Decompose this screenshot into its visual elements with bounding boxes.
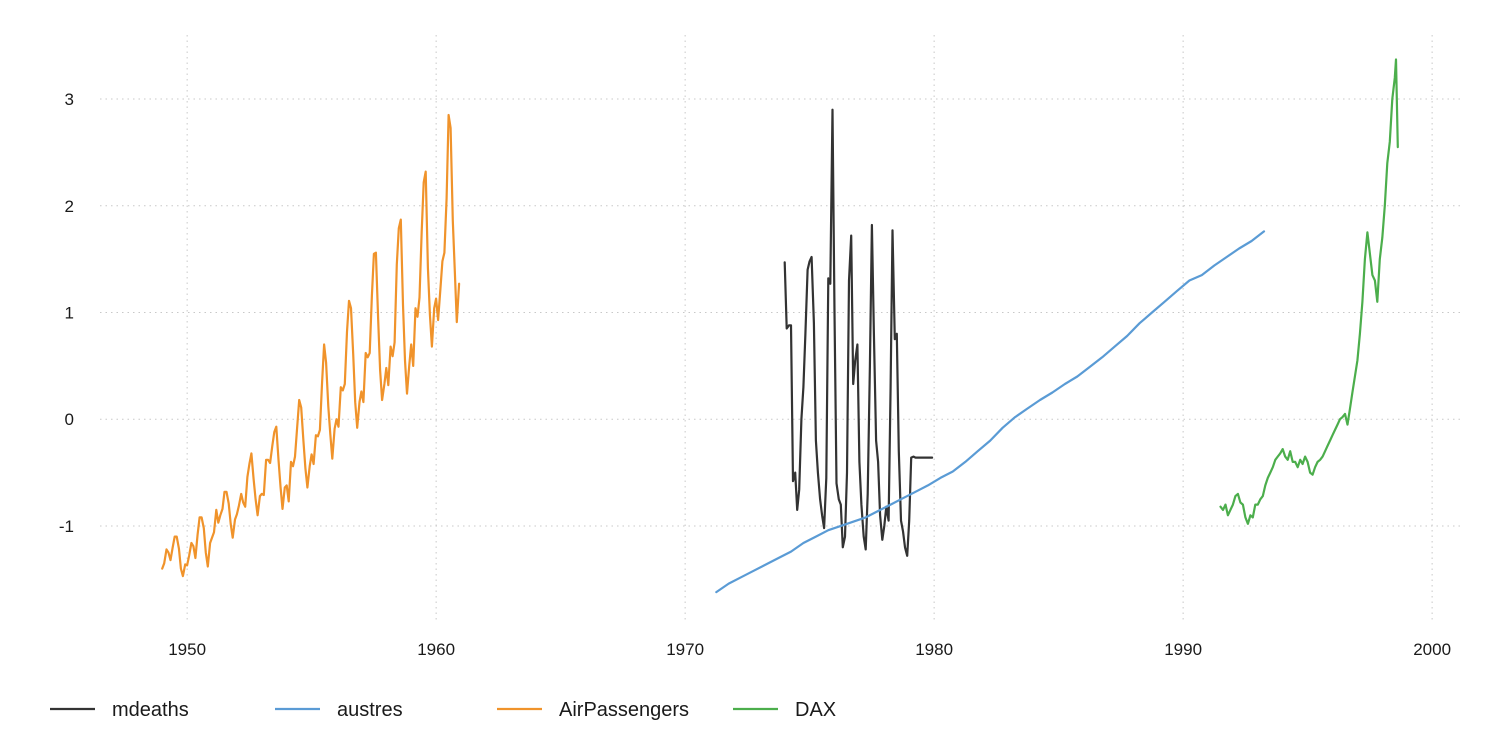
y-tick-label: 1	[65, 303, 74, 322]
series-layer	[161, 58, 1399, 594]
legend-item-mdeaths: mdeaths	[50, 699, 189, 721]
y-tick-label: 0	[65, 410, 74, 429]
x-axis-ticks: 1950 1960 1970 1980 1990 2000	[168, 640, 1451, 659]
y-tick-label: 2	[65, 197, 74, 216]
legend-label: DAX	[795, 699, 836, 721]
legend: mdeaths austres AirPassengers DAX	[50, 699, 836, 721]
y-tick-label: -1	[59, 517, 74, 536]
x-tick-label: 1950	[168, 640, 206, 659]
x-tick-label: 1990	[1164, 640, 1202, 659]
legend-item-dax: DAX	[733, 699, 836, 721]
legend-label: mdeaths	[112, 699, 189, 721]
series-line-airpassengers	[161, 113, 461, 578]
legend-item-austres: austres	[275, 699, 403, 721]
y-axis-ticks: -1 0 1 2 3	[59, 90, 74, 536]
x-tick-label: 1960	[417, 640, 455, 659]
series-line-dax	[1219, 58, 1399, 525]
series-line-austres	[715, 230, 1266, 594]
grid-layer	[100, 35, 1462, 622]
series-line-mdeaths	[783, 108, 934, 557]
x-tick-label: 1970	[666, 640, 704, 659]
legend-label: austres	[337, 699, 403, 721]
x-tick-label: 1980	[915, 640, 953, 659]
legend-item-airpassengers: AirPassengers	[497, 699, 689, 721]
y-tick-label: 3	[65, 90, 74, 109]
x-tick-label: 2000	[1413, 640, 1451, 659]
legend-label: AirPassengers	[559, 699, 689, 721]
